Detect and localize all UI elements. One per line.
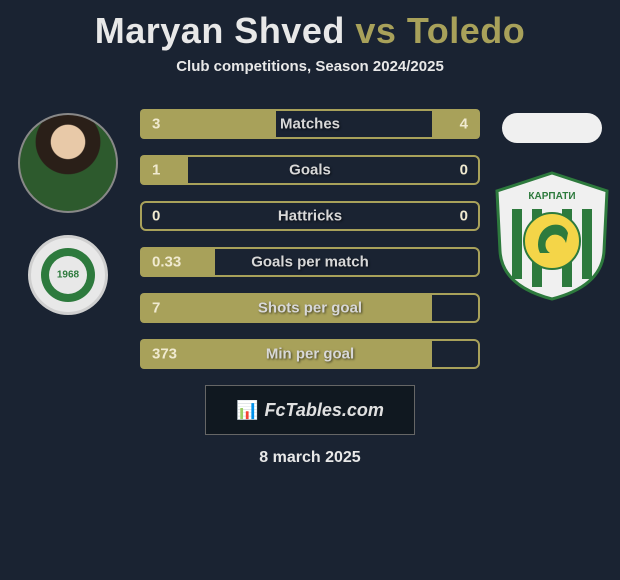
bar-fill-right	[432, 109, 480, 139]
stat-value-left: 1	[152, 162, 160, 179]
stat-value-right: 0	[460, 208, 468, 225]
stat-value-left: 7	[152, 300, 160, 317]
stat-row: 7 Shots per goal	[140, 293, 480, 323]
stat-value-right: 0	[460, 162, 468, 179]
player1-name: Maryan Shved	[95, 10, 345, 51]
stat-label: Shots per goal	[258, 300, 362, 317]
subtitle: Club competitions, Season 2024/2025	[0, 58, 620, 75]
vs-text: vs	[355, 10, 396, 51]
watermark: 📊 FcTables.com	[205, 385, 415, 435]
watermark-text: FcTables.com	[265, 400, 384, 421]
stat-row: 3 4 Matches	[140, 109, 480, 139]
stat-label: Goals per match	[251, 254, 369, 271]
stat-row: 1 0 Goals	[140, 155, 480, 185]
stat-row: 0 0 Hattricks	[140, 201, 480, 231]
stat-label: Matches	[280, 116, 340, 133]
content-area: 1968 КАРПАТИ 3 4 Matches 1 0 Goals 0 0 Hattricks…	[0, 103, 620, 369]
player2-club-badge: КАРПАТИ	[492, 171, 612, 301]
left-column: 1968	[8, 103, 128, 315]
player2-name: Toledo	[407, 10, 525, 51]
bar-fill-left	[140, 155, 188, 185]
chart-icon: 📊	[236, 400, 258, 421]
stat-row: 0.33 Goals per match	[140, 247, 480, 277]
right-column: КАРПАТИ	[492, 103, 612, 301]
stat-value-left: 3	[152, 116, 160, 133]
comparison-title: Maryan Shved vs Toledo	[0, 0, 620, 58]
player2-photo	[502, 113, 602, 143]
stat-value-left: 373	[152, 346, 177, 363]
stat-value-right: 4	[460, 116, 468, 133]
club-year: 1968	[57, 270, 79, 281]
stat-row: 373 Min per goal	[140, 339, 480, 369]
stat-label: Goals	[289, 162, 331, 179]
player1-photo	[18, 113, 118, 213]
stat-bars: 3 4 Matches 1 0 Goals 0 0 Hattricks 0.33 Goals per…	[140, 103, 480, 369]
bar-fill-left	[140, 109, 276, 139]
stat-value-left: 0.33	[152, 254, 181, 271]
stat-label: Min per goal	[266, 346, 354, 363]
player1-club-badge: 1968	[28, 235, 108, 315]
svg-text:КАРПАТИ: КАРПАТИ	[528, 191, 575, 202]
date: 8 march 2025	[0, 449, 620, 467]
stat-value-left: 0	[152, 208, 160, 225]
stat-label: Hattricks	[278, 208, 342, 225]
